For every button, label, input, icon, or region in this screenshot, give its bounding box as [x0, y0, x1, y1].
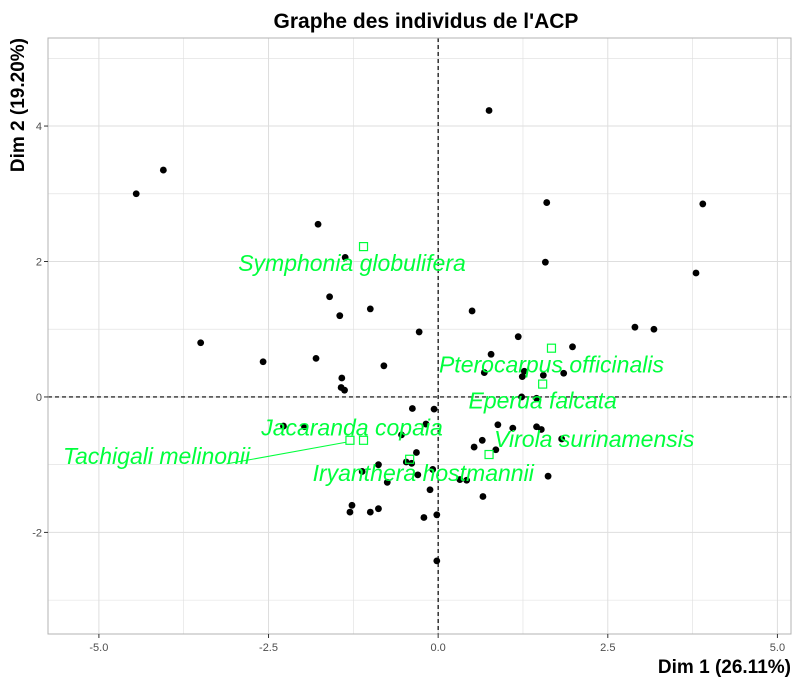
y-tick-label: 2: [36, 257, 42, 269]
individual-point: [518, 373, 526, 381]
supplementary-marker: [405, 454, 415, 464]
individual-point: [509, 424, 517, 432]
grid-lines: [48, 38, 791, 634]
individual-point: [494, 421, 502, 429]
individual-point: [487, 350, 495, 358]
individual-point: [383, 478, 391, 486]
y-axis-title: Dim 2 (19.20%): [8, 38, 29, 172]
individual-point: [415, 328, 423, 336]
supplementary-marker: [345, 435, 355, 445]
individual-point: [485, 107, 493, 114]
panel-border: [47, 37, 792, 635]
individual-point: [420, 514, 428, 521]
individual-point: [280, 422, 287, 430]
individual-point: [358, 468, 366, 475]
individual-point: [470, 443, 478, 451]
supplementary-label: Eperua falcata: [468, 387, 616, 413]
supplementary-marker: [358, 435, 369, 445]
y-tick-label: -2: [32, 527, 42, 539]
x-axis-title: Dim 1 (26.11%): [658, 657, 791, 678]
individual-point: [541, 258, 549, 266]
supplementary-label: Tachigali melinonii: [63, 443, 251, 469]
supplementary-individuals: Symphonia globulifera Pterocarpus officin…: [63, 242, 695, 486]
individual-point: [338, 374, 346, 382]
individual-point: [514, 333, 522, 341]
individual-point: [430, 405, 438, 413]
individual-point: [366, 305, 374, 313]
individual-point: [259, 358, 267, 366]
individual-point: [375, 461, 382, 469]
individual-point: [422, 420, 430, 428]
individual-point: [544, 472, 552, 480]
x-tick-label: 0.0: [431, 642, 446, 654]
x-tick-label: -5.0: [89, 642, 108, 654]
individual-point: [398, 431, 405, 439]
supplementary-marker: [484, 449, 494, 460]
individual-point: [433, 511, 441, 519]
individual-point: [569, 343, 576, 351]
individual-point: [456, 476, 464, 483]
individual-point: [631, 323, 639, 331]
individual-point: [533, 394, 540, 402]
individual-point: [518, 393, 526, 401]
individual-point: [341, 386, 348, 394]
individual-point: [478, 436, 486, 444]
reference-lines: [48, 38, 791, 634]
individual-point: [380, 362, 388, 370]
individual-point: [429, 466, 437, 473]
individual-point: [408, 405, 416, 412]
individual-point: [312, 354, 320, 362]
supplementary-label: Virola surinamensis: [494, 426, 695, 452]
supplementary-marker: [546, 343, 557, 353]
individual-point: [492, 446, 500, 454]
individual-point: [326, 293, 333, 301]
individual-point: [414, 471, 422, 479]
y-tick-label: 4: [36, 121, 42, 133]
individual-point: [375, 505, 382, 513]
supplementary-label: Pterocarpus officinalis: [439, 352, 664, 378]
individual-point: [348, 501, 356, 509]
supplementary-marker: [358, 242, 369, 252]
supplementary-label: Iryanthera hostmannii: [313, 460, 535, 486]
individual-point: [426, 486, 434, 494]
supplementary-label: Symphonia globulifera: [238, 250, 466, 276]
individual-point: [699, 200, 707, 208]
label-leader-line: [226, 441, 347, 465]
chart-title: Graphe des individus de l'ACP: [274, 10, 579, 33]
individual-point: [560, 369, 568, 377]
individual-point: [413, 449, 420, 456]
x-tick-label: 2.5: [600, 642, 615, 654]
y-tick-label: 0: [36, 392, 42, 404]
individual-point: [479, 493, 487, 500]
individual-point: [558, 435, 566, 443]
individual-point: [314, 220, 322, 228]
individual-point: [301, 423, 308, 431]
individual-point: [132, 190, 140, 198]
individual-point: [346, 508, 354, 516]
individual-point: [543, 199, 551, 206]
x-tick-label: 5.0: [770, 642, 785, 654]
individual-point: [433, 557, 441, 565]
individual-point: [539, 371, 547, 379]
supplementary-marker: [538, 379, 548, 389]
individual-point: [520, 367, 528, 375]
individual-point: [366, 508, 374, 516]
individual-point: [650, 325, 658, 333]
individual-point: [537, 426, 545, 433]
individual-point: [468, 307, 476, 315]
individual-point: [692, 269, 700, 277]
individual-point: [463, 476, 471, 484]
x-tick-label: -2.5: [259, 642, 278, 654]
individual-points: [132, 107, 707, 565]
individual-point: [197, 339, 205, 347]
individual-point: [159, 166, 167, 174]
individual-point: [341, 254, 349, 261]
individual-point: [480, 369, 488, 376]
axis-ticks: -5.0 -2.5 0.0 2.5 5.0 -2 0 2 4: [32, 121, 785, 654]
individual-point: [336, 312, 344, 320]
